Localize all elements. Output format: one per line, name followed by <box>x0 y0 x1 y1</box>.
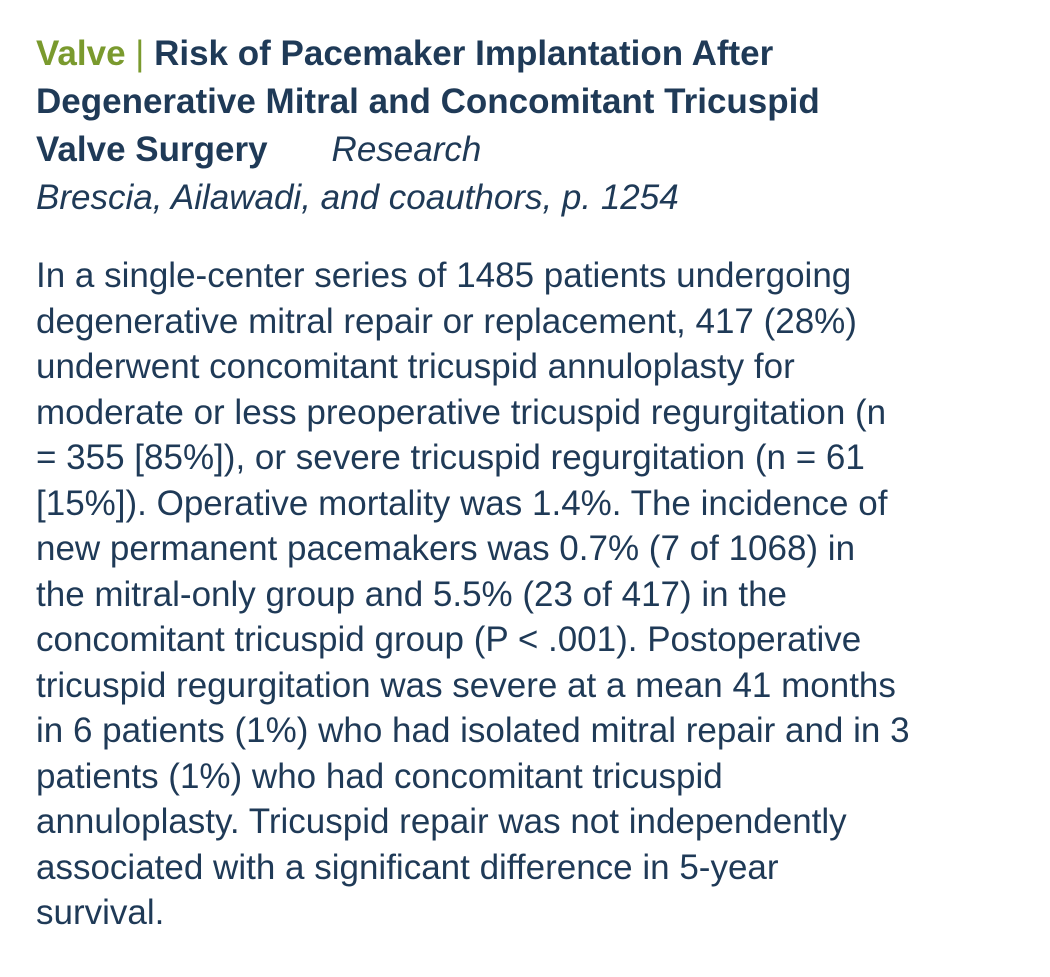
abstract-line: underwent concomitant tricuspid annulopl… <box>36 347 795 386</box>
abstract-line: degenerative mitral repair or replacemen… <box>36 301 857 341</box>
title-text: Risk of Pacemaker Implantation After <box>154 34 774 73</box>
author-citation: Brescia, Ailawadi, and coauthors, p. 125… <box>36 178 679 217</box>
abstract-line: annuloplasty. Tricuspid repair was not i… <box>36 802 847 841</box>
title-line-3: Valve Surgery Research <box>36 126 1026 174</box>
abstract-line: moderate or less preoperative tricuspid … <box>36 392 887 432</box>
category-separator: | <box>125 34 155 73</box>
abstract-line: = 355 [85%]), or severe tricuspid regurg… <box>36 438 865 477</box>
article-summary: Valve | Risk of Pacemaker Implantation A… <box>36 30 1026 936</box>
abstract-text: In a single-center series of 1485 patien… <box>36 253 1026 936</box>
article-header: Valve | Risk of Pacemaker Implantation A… <box>36 30 1026 174</box>
abstract-line: [15%]). Operative mortality was 1.4%. Th… <box>36 483 888 523</box>
title-text-end: Valve Surgery <box>36 130 268 169</box>
abstract-line: tricuspid regurgitation was severe at a … <box>36 665 896 705</box>
article-type-label: Research <box>331 130 482 169</box>
abstract-line: In a single-center series of 1485 patien… <box>36 256 852 295</box>
abstract-line: the mitral-only group and 5.5% (23 of 41… <box>36 574 787 614</box>
abstract-line: survival. <box>36 893 165 932</box>
abstract-line: patients (1%) who had concomitant tricus… <box>36 756 723 796</box>
category-label: Valve <box>36 34 126 73</box>
title-line-1: Valve | Risk of Pacemaker Implantation A… <box>36 30 1026 78</box>
title-line-2: Degenerative Mitral and Concomitant Tric… <box>36 82 820 121</box>
abstract-line: associated with a significant difference… <box>36 847 779 887</box>
abstract-line: in 6 patients (1%) who had isolated mitr… <box>36 711 910 750</box>
abstract-line: concomitant tricuspid group (P < .001). … <box>36 620 862 659</box>
abstract-line: new permanent pacemakers was 0.7% (7 of … <box>36 529 856 568</box>
